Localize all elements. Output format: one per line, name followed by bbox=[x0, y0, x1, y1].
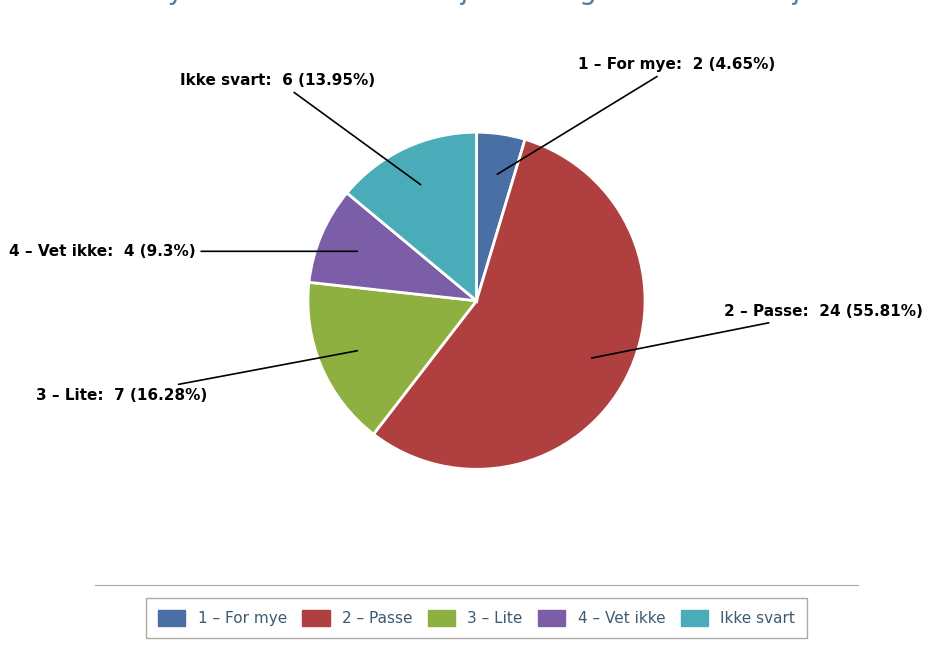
Text: 3 – Lite:  7 (16.28%): 3 – Lite: 7 (16.28%) bbox=[35, 351, 357, 403]
Wedge shape bbox=[476, 132, 525, 301]
Text: Ikke svart:  6 (13.95%): Ikke svart: 6 (13.95%) bbox=[180, 73, 420, 184]
Wedge shape bbox=[308, 193, 476, 301]
Text: 2 – Passe:  24 (55.81%): 2 – Passe: 24 (55.81%) bbox=[591, 305, 922, 358]
Wedge shape bbox=[307, 282, 476, 434]
Text: 4 – Vet ikke:  4 (9.3%): 4 – Vet ikke: 4 (9.3%) bbox=[9, 244, 357, 259]
Wedge shape bbox=[373, 139, 645, 469]
Wedge shape bbox=[347, 132, 476, 301]
Legend: 1 – For mye, 2 – Passe, 3 – Lite, 4 – Vet ikke, Ikke svart: 1 – For mye, 2 – Passe, 3 – Lite, 4 – Ve… bbox=[146, 598, 806, 639]
Title: Hva synes du om informasjonsmengden for: Lokasjoner: Hva synes du om informasjonsmengden for:… bbox=[89, 0, 863, 5]
Text: 1 – For mye:  2 (4.65%): 1 – For mye: 2 (4.65%) bbox=[497, 58, 774, 175]
